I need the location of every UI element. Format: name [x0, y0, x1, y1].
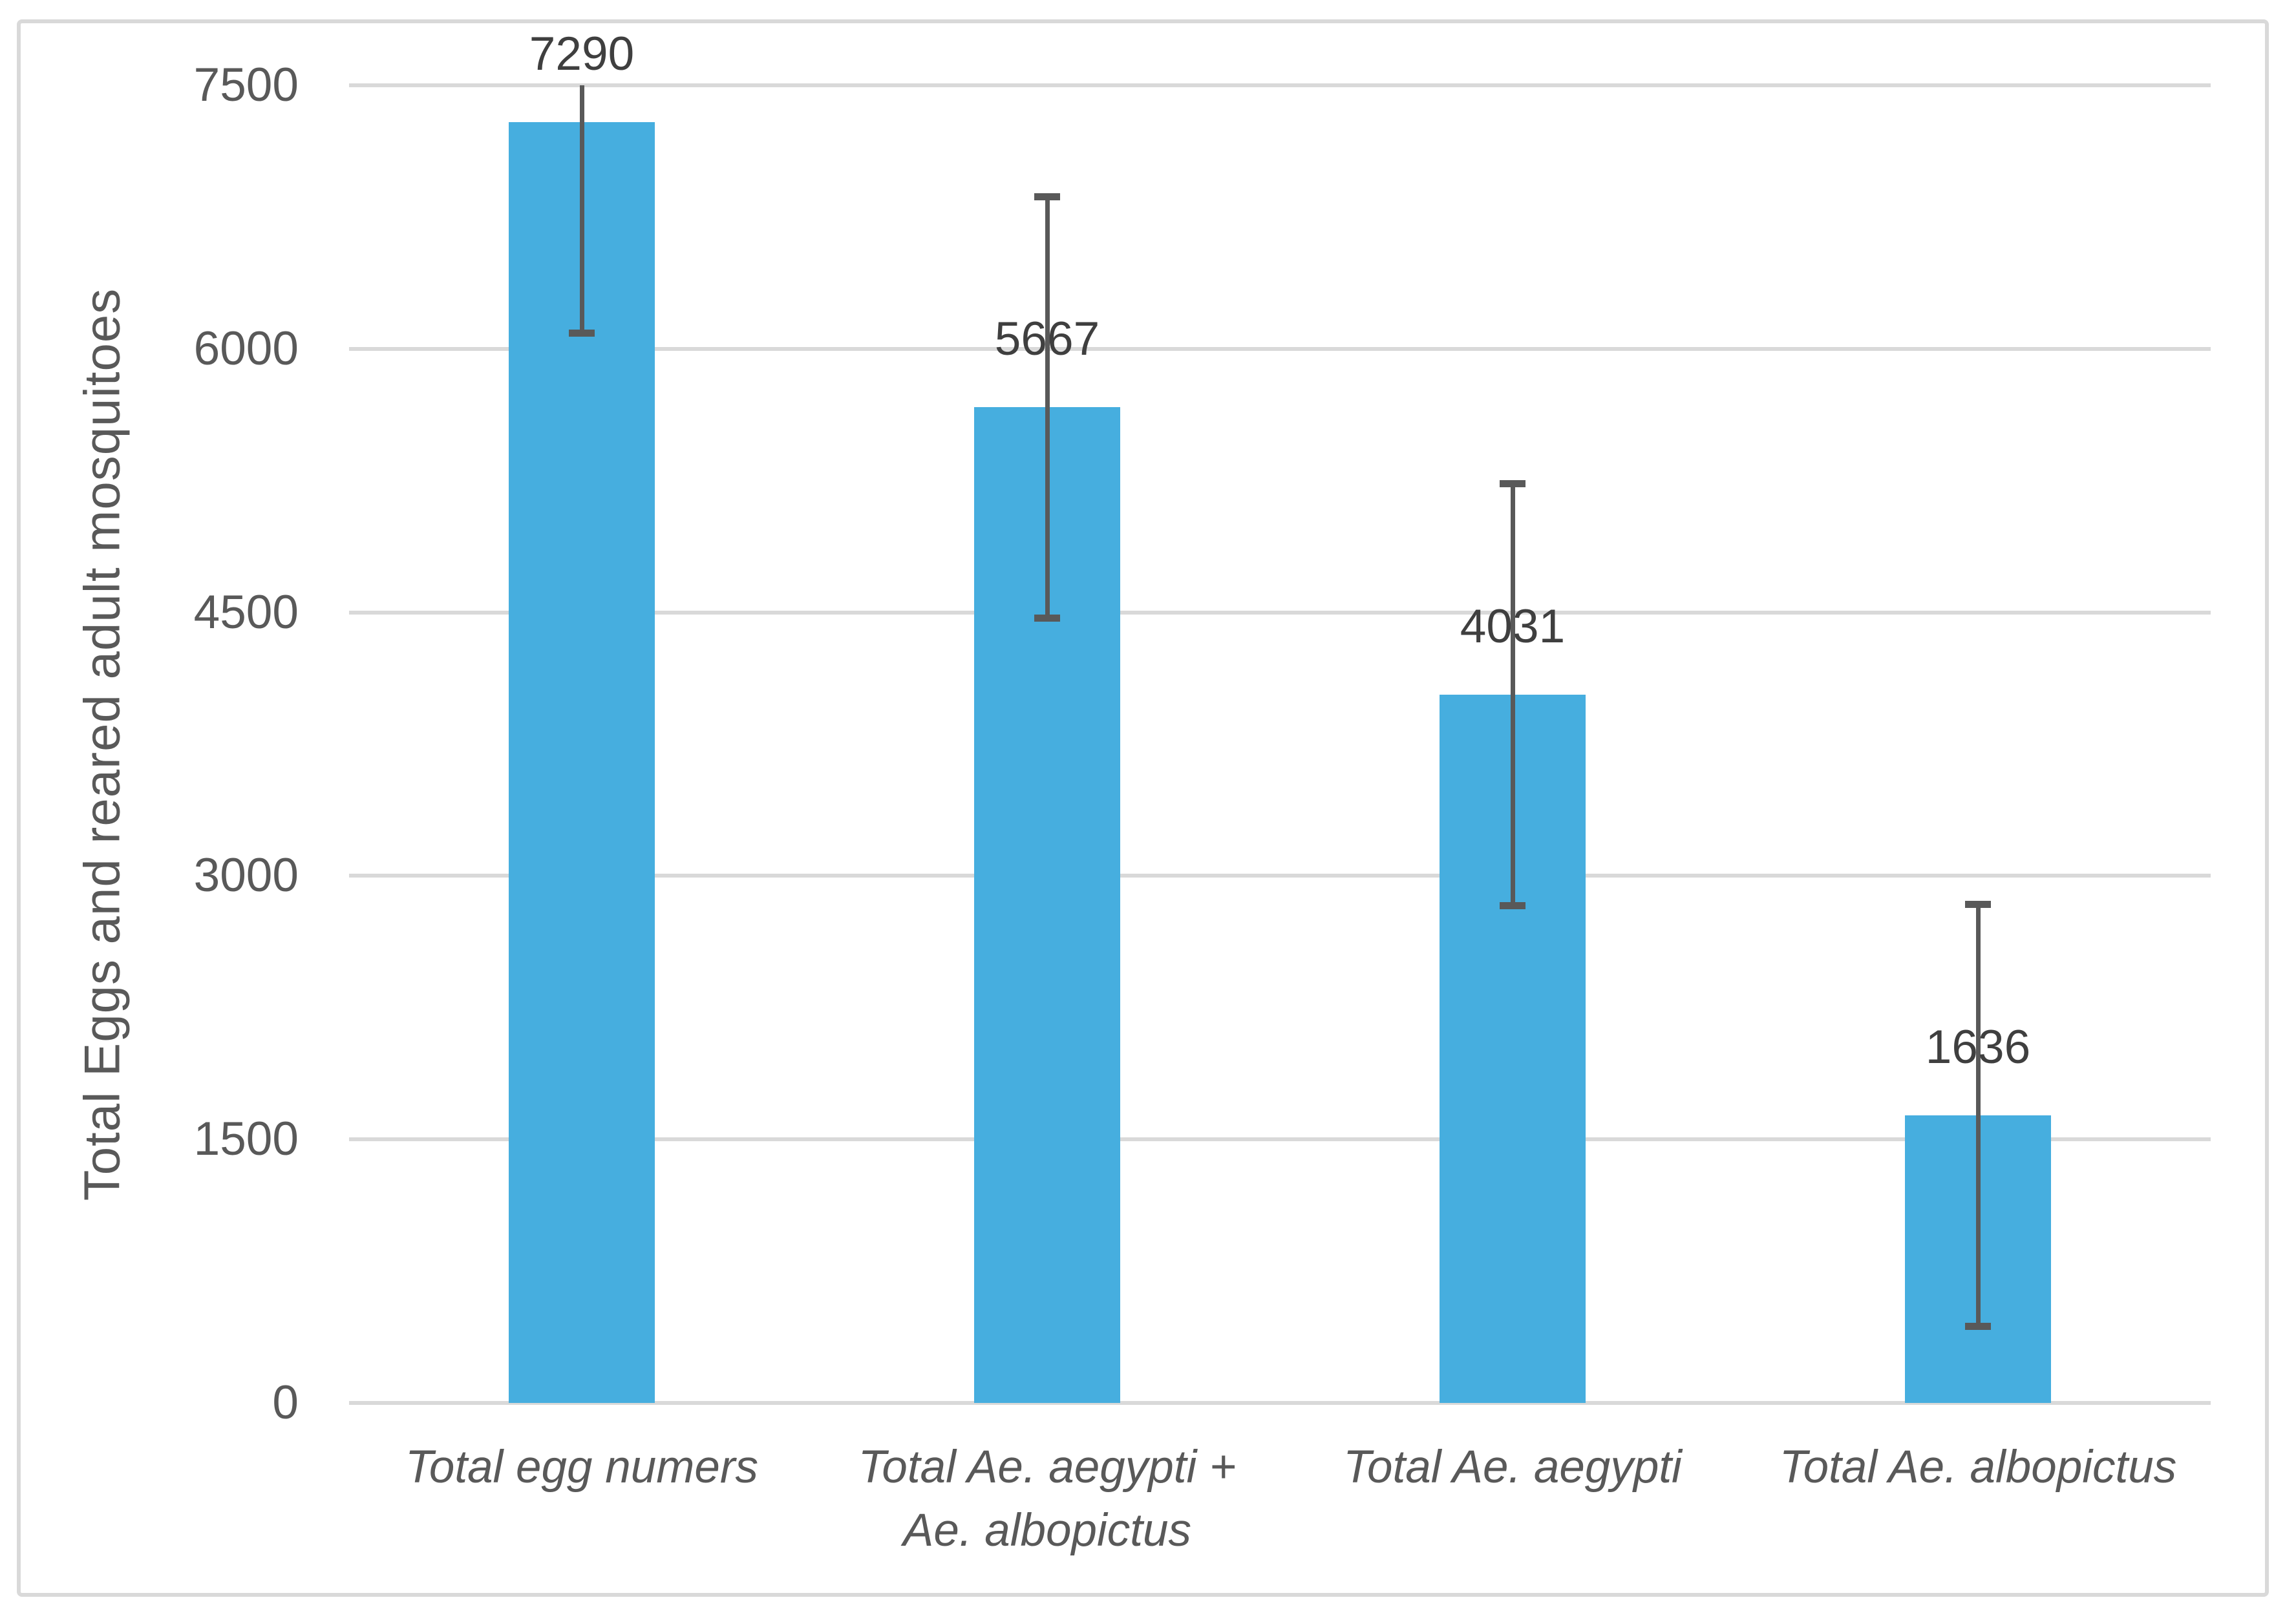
x-axis-category-label-line: Total Ae. aegypti — [1343, 1442, 1682, 1493]
x-axis-category-label-total-ae-albopictus: Total Ae. albopictus — [1780, 1436, 2176, 1499]
bar-value-label-total-egg-numers: 7290 — [529, 28, 635, 81]
gridline-6000 — [349, 346, 2211, 351]
gridline-0 — [349, 1401, 2211, 1405]
error-bar-cap-top-total-ae-aegypti — [1500, 480, 1525, 488]
x-axis-category-label-line: Ae. albopictus — [902, 1505, 1192, 1556]
gridline-4500 — [349, 610, 2211, 615]
x-axis-category-label-line: Total Ae. albopictus — [1779, 1442, 2177, 1493]
gridline-7500 — [349, 83, 2211, 87]
error-bar-line-total-egg-numers — [579, 85, 584, 333]
y-tick-label-3000: 3000 — [193, 849, 299, 902]
error-bar-cap-bottom-total-ae-albopictus — [1965, 1322, 1991, 1330]
y-tick-label-6000: 6000 — [193, 322, 299, 375]
y-tick-label-7500: 7500 — [193, 59, 299, 111]
x-axis-category-label-total-ae-aegypti: Total Ae. aegypti — [1343, 1436, 1682, 1499]
bar-value-label-total-ae-aegypti: 4031 — [1460, 600, 1566, 653]
x-axis-category-label-total-ae-aegypti-ae-albopictus: Total Ae. aegypti + Ae. albopictus — [858, 1436, 1237, 1563]
x-axis-category-label-total-egg-numers: Total egg numers — [405, 1436, 758, 1499]
error-bar-line-total-ae-aegypti-ae-albopictus — [1045, 196, 1050, 618]
y-tick-label-1500: 1500 — [193, 1113, 299, 1166]
error-bar-line-total-ae-albopictus — [1975, 904, 1981, 1327]
y-tick-label-0: 0 — [272, 1376, 299, 1429]
plot-area — [0, 85, 2296, 1403]
error-bar-cap-top-total-ae-aegypti-ae-albopictus — [1034, 193, 1060, 200]
error-bar-cap-top-total-ae-albopictus — [1965, 901, 1991, 909]
bar-value-label-total-ae-aegypti-ae-albopictus: 5667 — [994, 313, 1100, 366]
error-bar-line-total-ae-aegypti — [1510, 483, 1515, 906]
bar-value-label-total-ae-albopictus: 1636 — [1925, 1021, 2031, 1074]
error-bar-cap-bottom-total-ae-aegypti-ae-albopictus — [1034, 615, 1060, 622]
gridline-3000 — [349, 874, 2211, 878]
gridline-1500 — [349, 1137, 2211, 1142]
x-axis-category-label-line: Total egg numers — [405, 1442, 758, 1493]
error-bar-cap-bottom-total-ae-aegypti — [1500, 901, 1525, 909]
x-axis-category-label-line: Total Ae. aegypti + — [858, 1442, 1237, 1493]
error-bar-cap-bottom-total-egg-numers — [569, 329, 595, 337]
chart-border — [17, 19, 2269, 1597]
y-tick-label-4500: 4500 — [193, 585, 299, 638]
